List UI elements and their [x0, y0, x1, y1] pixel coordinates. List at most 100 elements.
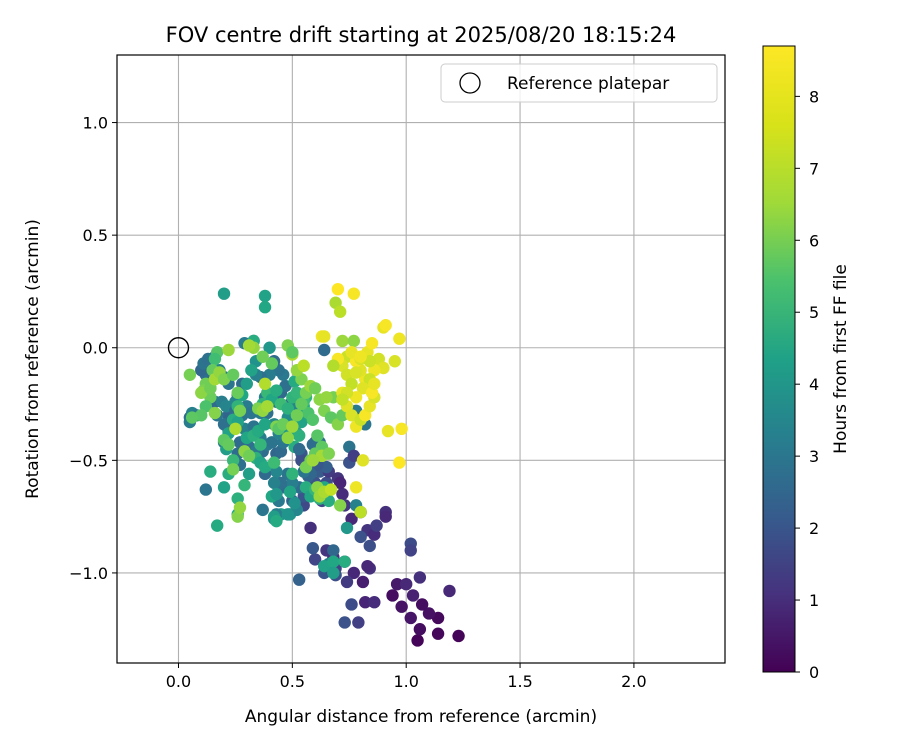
data-point [258, 418, 272, 431]
x-tick-label: 0.5 [280, 672, 305, 691]
data-point [318, 343, 331, 357]
data-point [324, 483, 338, 496]
data-point [231, 386, 244, 399]
colorbar [762, 45, 796, 673]
colorbar-tick-label: 1 [809, 591, 819, 610]
data-point [238, 478, 251, 492]
data-point [281, 508, 294, 521]
reference-platepar-marker [167, 337, 190, 359]
legend-entry-reference-platepar: Reference platepar [507, 74, 669, 94]
data-point [345, 598, 358, 611]
x-tick-label: 0.0 [166, 672, 191, 691]
data-point [347, 566, 361, 580]
data-point [283, 485, 297, 499]
data-point [352, 616, 365, 629]
data-point [327, 544, 340, 557]
data-point [354, 350, 367, 363]
data-point [331, 282, 345, 296]
colorbar-tick-label: 7 [809, 159, 819, 178]
data-point [185, 411, 199, 424]
data-point [292, 573, 306, 586]
data-point [270, 384, 283, 397]
data-point [306, 541, 320, 555]
y-tick-label: 0.0 [83, 339, 108, 358]
data-point [327, 359, 340, 372]
y-axis-ticks: −1.0 −0.5 0.0 0.5 1.0 [69, 114, 117, 583]
data-point [204, 465, 217, 478]
chart-title: FOV centre drift starting at 2025/08/20 … [166, 23, 677, 47]
data-point [363, 539, 376, 553]
data-point [306, 413, 320, 426]
data-point [290, 409, 304, 422]
data-point [347, 287, 361, 300]
data-point [333, 476, 347, 490]
data-point [393, 332, 406, 345]
data-point [365, 337, 379, 350]
data-point [222, 438, 235, 451]
data-point [390, 577, 404, 591]
data-point [267, 476, 281, 490]
data-point [393, 456, 406, 469]
data-point [256, 350, 269, 363]
data-point [354, 530, 367, 544]
plot-frame [116, 54, 726, 664]
data-point [327, 555, 340, 568]
data-point [413, 571, 427, 584]
data-point [422, 607, 436, 620]
data-point [320, 391, 333, 404]
data-point [318, 330, 331, 343]
x-axis-title: Angular distance from reference (arcmin) [245, 707, 597, 727]
data-point [336, 334, 349, 348]
data-point [370, 519, 383, 532]
data-point [399, 577, 413, 591]
data-point [381, 424, 395, 438]
data-point [258, 301, 272, 314]
colorbar-tick-label: 2 [809, 519, 819, 538]
data-point [217, 287, 231, 300]
data-point [242, 467, 256, 481]
data-point [258, 289, 272, 303]
y-tick-label: 0.5 [83, 226, 108, 245]
data-point [308, 553, 322, 566]
legend: Reference platepar [440, 63, 718, 103]
data-point [286, 346, 299, 359]
data-point [340, 575, 354, 589]
data-point [267, 456, 281, 469]
data-point [286, 467, 299, 481]
data-point [261, 400, 274, 413]
data-point [368, 377, 381, 390]
data-point [256, 503, 269, 517]
data-point [270, 487, 283, 501]
data-point [233, 404, 247, 417]
data-point [336, 487, 349, 501]
colorbar-tick-label: 3 [809, 447, 819, 466]
colorbar-tick-label: 6 [809, 231, 819, 250]
data-point [336, 393, 349, 406]
data-point [361, 559, 374, 573]
data-point [359, 596, 372, 609]
data-point [404, 611, 417, 625]
data-point [183, 368, 197, 381]
x-tick-label: 1.0 [393, 672, 418, 691]
data-point [242, 339, 256, 352]
data-point [386, 589, 399, 602]
data-point [327, 566, 340, 580]
y-axis-title: Rotation from reference (arcmin) [23, 219, 43, 499]
data-point [311, 429, 324, 442]
data-point [281, 431, 294, 445]
data-point [368, 596, 381, 609]
data-point [297, 359, 310, 372]
data-point [340, 521, 354, 535]
data-point [233, 501, 247, 514]
data-point [292, 429, 306, 442]
reference-marker-layer [167, 337, 190, 359]
y-tick-label: 1.0 [83, 114, 108, 133]
data-point [452, 629, 465, 643]
data-point [338, 555, 351, 568]
data-point [263, 341, 276, 354]
data-point [354, 505, 367, 519]
colorbar-tick-label: 4 [809, 375, 819, 394]
x-axis-ticks: 0.0 0.5 1.0 1.5 2.0 [166, 663, 647, 691]
